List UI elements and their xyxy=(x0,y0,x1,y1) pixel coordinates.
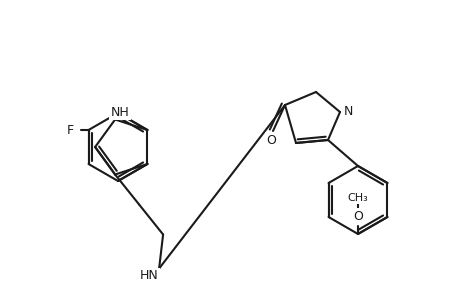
Text: F: F xyxy=(67,124,74,136)
Text: CH₃: CH₃ xyxy=(347,193,368,203)
Text: NH: NH xyxy=(111,106,129,119)
Text: HN: HN xyxy=(140,269,158,282)
Text: O: O xyxy=(353,209,362,223)
Text: O: O xyxy=(265,134,275,146)
Text: N: N xyxy=(342,104,352,118)
